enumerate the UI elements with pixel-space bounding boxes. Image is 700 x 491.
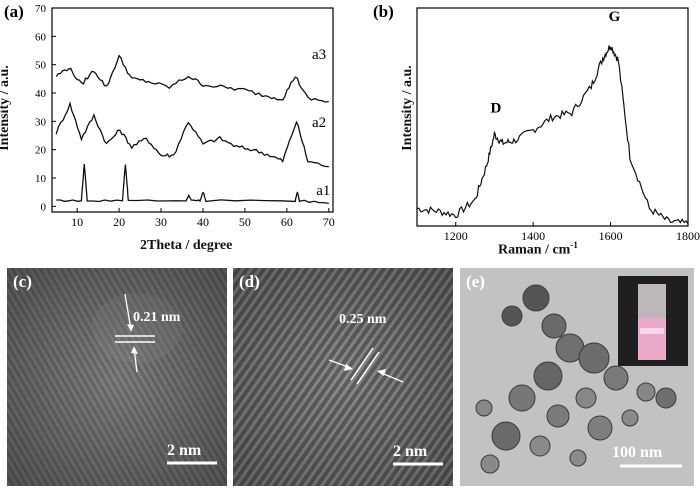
xrd-y-tick-label: 30 <box>35 116 47 128</box>
hrtem-c-image <box>7 268 227 486</box>
raman-peak-g-label: G <box>609 9 621 25</box>
raman-x-tick-label: 1400 <box>521 229 545 243</box>
raman-x-tick-label: 1200 <box>444 229 468 243</box>
raman-x-tick-label: 1800 <box>676 229 700 243</box>
xrd-x-axis-title: 2Theta / degree <box>140 238 233 253</box>
lattice-spacing-c: 0.21 nm <box>133 310 181 325</box>
hrtem-d-image <box>233 268 453 486</box>
xrd-x-tick-label: 60 <box>281 215 293 229</box>
panel-label-d: (d) <box>239 272 260 291</box>
scale-bar-label-e: 100 nm <box>612 444 663 461</box>
raman-x-axis-main: Raman / cm <box>498 242 571 258</box>
panel-b-raman: (b) Intensity / a.u. 1200 1400 1600 1800 D G … <box>345 0 700 262</box>
xrd-curve-label-a3: a3 <box>312 47 326 63</box>
xrd-curve-label-a1: a1 <box>316 183 330 199</box>
xrd-x-tick-label: 10 <box>71 215 83 229</box>
lattice-spacing-d: 0.25 nm <box>339 312 387 327</box>
xrd-curve-label-a2: a2 <box>312 115 326 131</box>
xrd-x-tick-label: 50 <box>239 215 251 229</box>
xrd-plot-frame <box>51 7 334 213</box>
raman-spectrum <box>416 45 689 225</box>
xrd-y-tick-label: 10 <box>35 173 47 185</box>
xrd-chart: 10 20 30 40 50 60 70 0 10 20 30 40 50 60 70 a1 a2 a3 <box>35 3 335 229</box>
xrd-y-tick-label: 70 <box>35 3 47 15</box>
raman-x-axis-title: Raman / cm-1 <box>498 240 578 259</box>
panel-label-c: (c) <box>13 272 32 291</box>
panel-d-hrtem: (d) 0.25 nm 2 nm <box>233 268 453 486</box>
raman-plot-frame <box>416 7 689 227</box>
scale-bar-label-d: 2 nm <box>393 443 428 460</box>
xrd-y-tick-label: 50 <box>35 60 47 72</box>
xrd-series-a1 <box>56 163 329 205</box>
raman-peak-d-label: D <box>491 101 502 117</box>
raman-x-tick-label: 1600 <box>599 229 623 243</box>
xrd-x-tick-label: 40 <box>197 215 209 229</box>
xrd-series-a2 <box>55 100 329 168</box>
xrd-x-tick-label: 30 <box>155 215 167 229</box>
tem-e-image <box>460 268 694 486</box>
xrd-y-tick-label: 40 <box>35 88 47 100</box>
raman-chart: 1200 1400 1600 1800 D G <box>416 7 700 243</box>
panel-label-b: (b) <box>373 2 394 21</box>
panel-label-a: (a) <box>4 2 24 21</box>
xrd-series-a3 <box>55 54 329 103</box>
panel-c-hrtem: (c) 0.21 nm 2 nm <box>7 268 227 486</box>
scale-bar-label-c: 2 nm <box>167 442 202 459</box>
xrd-x-tick-label: 20 <box>113 215 125 229</box>
xrd-y-tick-label: 0 <box>41 201 47 213</box>
panel-a-xrd: (a) Intensity / a.u. 1020304050607001020… <box>0 0 345 262</box>
xrd-x-tick-label: 70 <box>323 215 335 229</box>
xrd-y-tick-label: 20 <box>35 145 47 157</box>
panel-label-e: (e) <box>466 272 485 291</box>
raman-x-axis-sup: -1 <box>570 240 578 250</box>
xrd-y-tick-label: 60 <box>35 31 47 43</box>
panel-e-tem: (e) 100 nm <box>460 268 694 486</box>
